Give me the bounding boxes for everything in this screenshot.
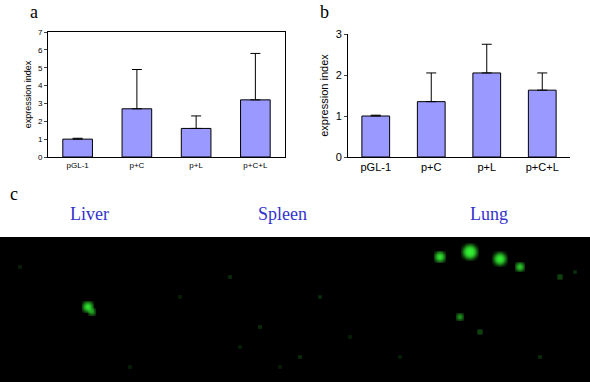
html-text:a: a	[30, 2, 38, 22]
svg-text:4: 4	[38, 81, 43, 90]
html-text:Lung: Lung	[470, 204, 508, 224]
svg-text:1: 1	[336, 110, 342, 122]
html-text:b: b	[320, 2, 329, 22]
html-text:c: c	[10, 184, 18, 204]
svg-text:1: 1	[38, 135, 43, 144]
svg-text:p+L: p+L	[477, 161, 496, 173]
svg-text:0: 0	[336, 151, 342, 163]
svg-text:3: 3	[38, 99, 43, 108]
svg-text:5: 5	[38, 64, 43, 73]
svg-text:0: 0	[38, 153, 43, 162]
svg-text:6: 6	[38, 46, 43, 55]
svg-text:p+C: p+C	[421, 161, 442, 173]
svg-text:7: 7	[38, 28, 43, 37]
svg-text:2: 2	[38, 117, 43, 126]
svg-text:expression index: expression index	[318, 54, 330, 137]
svg-text:3: 3	[336, 28, 342, 40]
svg-text:expression index: expression index	[23, 60, 33, 128]
svg-text:2: 2	[336, 69, 342, 81]
svg-text:pGL-1: pGL-1	[67, 161, 90, 170]
html-text:Spleen: Spleen	[258, 204, 307, 224]
svg-text:p+C: p+C	[129, 161, 144, 170]
svg-text:pGL-1: pGL-1	[360, 161, 391, 173]
svg-text:p+C+L: p+C+L	[526, 161, 559, 173]
svg-text:p+L: p+L	[189, 161, 203, 170]
svg-text:p+C+L: p+C+L	[243, 161, 268, 170]
html-text:Liver: Liver	[70, 204, 109, 224]
